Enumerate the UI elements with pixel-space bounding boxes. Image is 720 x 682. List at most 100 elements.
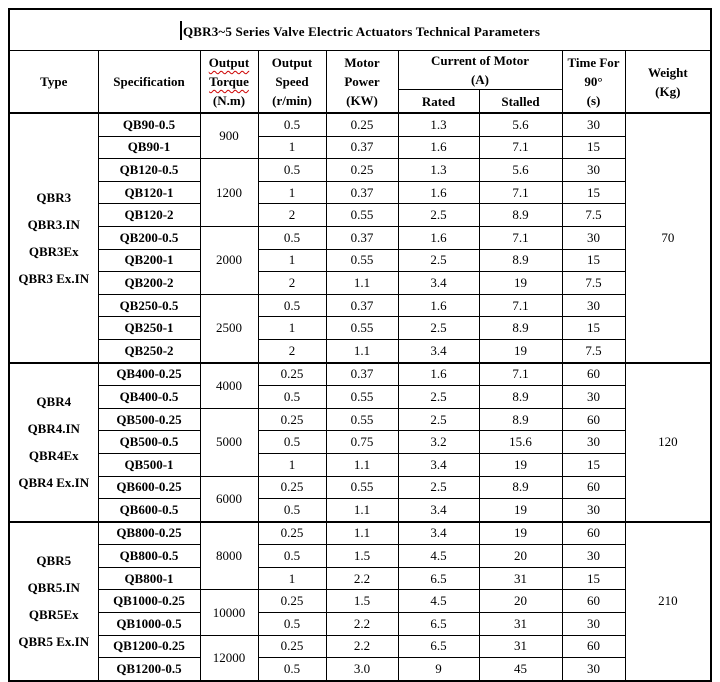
stalled-cell: 19 <box>478 271 563 295</box>
speed-header-line1: Output <box>271 55 313 70</box>
table-row: QB500-1 1 1.1 3.4 19 15 <box>9 452 711 477</box>
time-cell: 15 <box>561 316 626 340</box>
speed-cell: 0.5 <box>257 498 327 523</box>
speed-cell: 0.5 <box>257 293 327 318</box>
stalled-cell: 7.1 <box>478 293 563 318</box>
rated-cell: 2.5 <box>397 475 480 500</box>
col-header-time-for-90: Time For 90° (s) <box>561 50 626 114</box>
col-header-type: Type <box>8 50 99 114</box>
spec-cell: QB1200-0.5 <box>97 657 201 682</box>
rated-cell: 6.5 <box>397 566 480 591</box>
table-row: QB250-1 1 0.55 2.5 8.9 15 <box>9 316 711 340</box>
power-cell: 0.37 <box>325 135 399 160</box>
power-cell: 0.25 <box>325 111 399 137</box>
rated-cell: 2.5 <box>397 316 480 340</box>
table-row: QB200-1 1 0.55 2.5 8.9 15 <box>9 248 711 273</box>
type-cell: QBR3 QBR3.IN QBR3Ex QBR3 Ex.IN <box>8 112 99 364</box>
power-header-line1: Motor <box>344 55 380 70</box>
power-cell: 0.37 <box>325 293 399 318</box>
power-cell: 0.75 <box>325 430 399 454</box>
weight-cell: 120 <box>624 361 712 523</box>
spec-cell: QB120-1 <box>97 180 201 205</box>
time-cell: 60 <box>561 634 626 659</box>
text-cursor-icon <box>179 20 182 40</box>
time-cell: 30 <box>561 158 626 182</box>
torque-header-line1: Output <box>208 55 250 70</box>
spec-cell: QB600-0.5 <box>97 498 201 523</box>
table-row: QB120-0.5 1200 0.5 0.25 1.3 5.6 30 <box>9 158 711 227</box>
time-cell: 30 <box>561 111 626 137</box>
type-label: QBR5 <box>36 553 72 569</box>
torque-header-line2: Torque <box>209 74 249 89</box>
spec-cell: QB600-0.25 <box>97 475 201 500</box>
table-title[interactable]: QBR3~5 Series Valve Electric Actuators T… <box>8 8 712 51</box>
time-cell: 15 <box>561 248 626 273</box>
col-header-current-of-motor: Current of Motor (A) <box>397 50 563 90</box>
time-cell: 30 <box>561 657 626 682</box>
time-cell: 7.5 <box>561 271 626 295</box>
time-cell: 30 <box>561 385 626 409</box>
weight-header-unit: (Kg) <box>655 83 681 99</box>
table-row: QB250-2 2 1.1 3.4 19 7.5 <box>9 338 711 364</box>
weight-header-line1: Weight <box>647 64 688 80</box>
torque-cell: 2000 <box>199 225 259 295</box>
speed-cell: 0.5 <box>257 158 327 182</box>
speed-cell: 1 <box>257 452 327 477</box>
spec-cell: QB250-0.5 <box>97 293 201 318</box>
rated-cell: 2.5 <box>397 248 480 273</box>
table-row: QBR5 QBR5.IN QBR5Ex QBR5 Ex.IN QB800-0.25 800… <box>8 520 712 682</box>
torque-cell: 5000 <box>199 407 259 477</box>
type-label: QBR5Ex <box>28 607 79 623</box>
speed-cell: 0.5 <box>257 430 327 454</box>
speed-cell: 0.25 <box>257 634 327 659</box>
table-body: QBR3 QBR3.IN QBR3Ex QBR3 Ex.IN QB90-0.5 900 0.… <box>8 111 712 682</box>
rated-cell: 3.4 <box>397 338 480 364</box>
torque-cell: 10000 <box>199 589 259 636</box>
col-header-output-speed: Output Speed (r/min) <box>257 50 327 114</box>
table-row: QB400-0.5 0.5 0.55 2.5 8.9 30 <box>9 385 711 409</box>
time-cell: 30 <box>561 612 626 636</box>
time-cell: 15 <box>561 180 626 205</box>
speed-cell: 0.5 <box>257 385 327 409</box>
type-label: QBR4 Ex.IN <box>18 475 90 491</box>
spec-cell: QB250-1 <box>97 316 201 340</box>
time-cell: 30 <box>561 498 626 523</box>
power-cell: 1.1 <box>325 520 399 546</box>
type-label: QBR3 <box>36 189 72 205</box>
stalled-cell: 19 <box>478 498 563 523</box>
time-header-line2: 90° <box>584 74 603 89</box>
speed-cell: 0.5 <box>257 612 327 636</box>
spec-cell: QB400-0.5 <box>97 385 201 409</box>
speed-cell: 0.25 <box>257 475 327 500</box>
stalled-cell: 7.1 <box>478 361 563 387</box>
table-row: QB250-0.5 2500 0.5 0.37 1.6 7.1 30 <box>9 293 711 364</box>
power-header-line2: Power <box>344 74 380 89</box>
time-cell: 7.5 <box>561 203 626 227</box>
rated-cell: 1.6 <box>397 225 480 250</box>
current-header-unit: (A) <box>470 72 490 87</box>
spec-cell: QB400-0.25 <box>97 361 201 387</box>
speed-cell: 0.5 <box>257 111 327 137</box>
stalled-cell: 45 <box>478 657 563 682</box>
time-cell: 60 <box>561 475 626 500</box>
time-cell: 30 <box>561 544 626 568</box>
speed-cell: 1 <box>257 180 327 205</box>
power-cell: 0.37 <box>325 361 399 387</box>
torque-header-unit: (N.m) <box>212 93 246 108</box>
speed-cell: 2 <box>257 271 327 295</box>
spec-cell: QB1200-0.25 <box>97 634 201 659</box>
rated-cell: 3.4 <box>397 452 480 477</box>
torque-cell: 4000 <box>199 361 259 409</box>
power-cell: 1.1 <box>325 452 399 477</box>
speed-cell: 1 <box>257 135 327 160</box>
col-header-rated: Rated <box>397 89 480 114</box>
spec-cell: QB250-2 <box>97 338 201 364</box>
spec-cell: QB90-1 <box>97 135 201 160</box>
speed-cell: 1 <box>257 566 327 591</box>
time-cell: 60 <box>561 589 626 614</box>
table-row: QB800-1 1 2.2 6.5 31 15 <box>9 566 711 591</box>
type-label: QBR4 <box>36 394 72 410</box>
time-cell: 30 <box>561 430 626 454</box>
rated-cell: 4.5 <box>397 544 480 568</box>
table-row: QB500-0.5 0.5 0.75 3.2 15.6 30 <box>9 430 711 454</box>
